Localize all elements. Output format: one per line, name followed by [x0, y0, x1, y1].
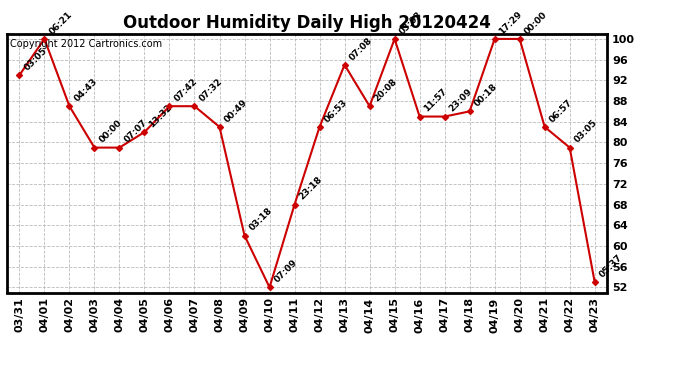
Text: Copyright 2012 Cartronics.com: Copyright 2012 Cartronics.com: [10, 39, 162, 49]
Text: 07:32: 07:32: [197, 77, 224, 104]
Text: 04:43: 04:43: [72, 77, 99, 104]
Text: 03:18: 03:18: [247, 206, 274, 233]
Text: 06:21: 06:21: [47, 10, 74, 36]
Title: Outdoor Humidity Daily High 20120424: Outdoor Humidity Daily High 20120424: [123, 14, 491, 32]
Text: 00:00: 00:00: [522, 10, 549, 36]
Text: 13:32: 13:32: [147, 103, 174, 129]
Text: 00:00: 00:00: [97, 118, 124, 145]
Text: 07:09: 07:09: [273, 258, 299, 285]
Text: 03:05: 03:05: [573, 118, 599, 145]
Text: 07:07: 07:07: [122, 118, 149, 145]
Text: 06:53: 06:53: [322, 98, 349, 124]
Text: 11:57: 11:57: [422, 87, 449, 114]
Text: 06:57: 06:57: [547, 98, 574, 124]
Text: 00:18: 00:18: [473, 82, 499, 109]
Text: 03:03: 03:03: [397, 10, 424, 36]
Text: 05:37: 05:37: [598, 253, 624, 279]
Text: 23:18: 23:18: [297, 175, 324, 202]
Text: 20:08: 20:08: [373, 77, 399, 104]
Text: 07:08: 07:08: [347, 36, 374, 62]
Text: 23:09: 23:09: [447, 87, 474, 114]
Text: 03:05: 03:05: [22, 46, 48, 72]
Text: 00:49: 00:49: [222, 98, 249, 124]
Text: 17:29: 17:29: [497, 9, 524, 36]
Text: 07:42: 07:42: [172, 77, 199, 104]
